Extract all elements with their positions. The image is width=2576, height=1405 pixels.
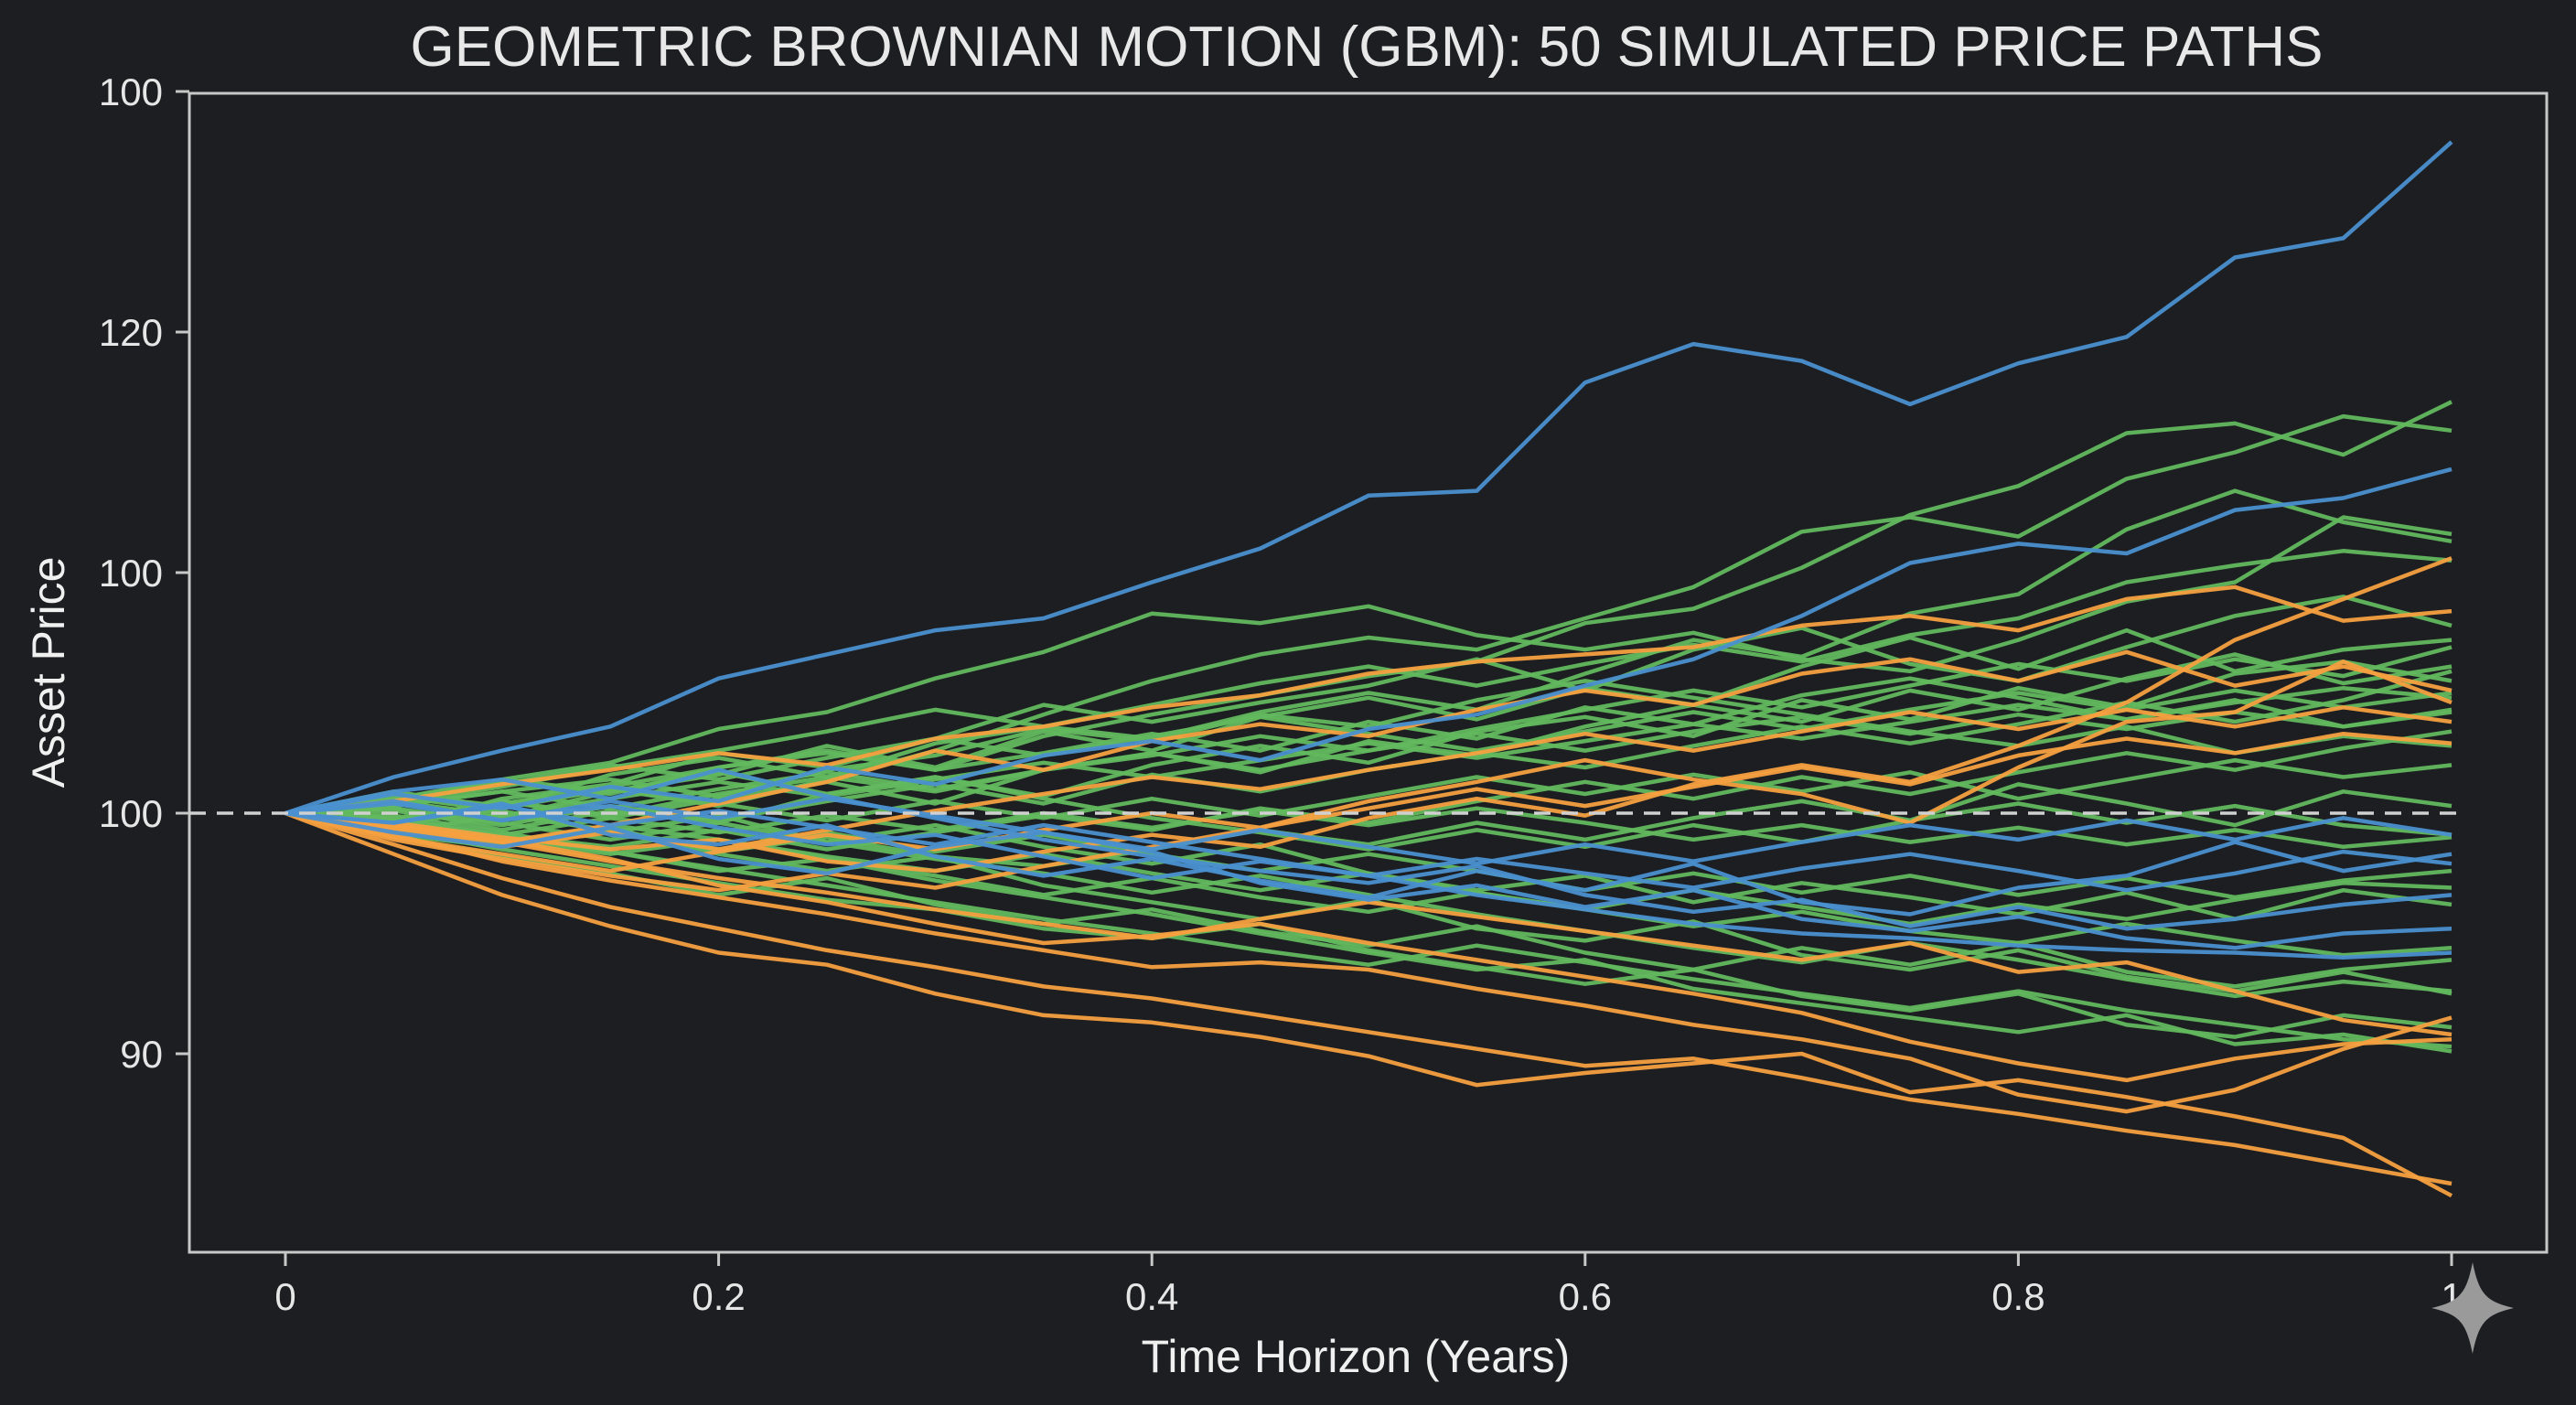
price-path-19 (284, 770, 2453, 852)
price-path-35 (284, 660, 2453, 893)
price-path-50 (284, 803, 2453, 893)
x-tick-label: 0.4 (1125, 1275, 1178, 1318)
x-axis-ticks: 0 0.2 0.4 0.6 0.8 1 (274, 1252, 2463, 1318)
y-tick-label: 90 (120, 1033, 163, 1076)
price-path-27 (284, 688, 2453, 816)
price-paths (284, 140, 2453, 1198)
y-tick-label: 100 (99, 552, 163, 595)
x-tick-label: 0.6 (1559, 1275, 1612, 1318)
x-tick-label: 0 (274, 1275, 295, 1318)
price-path-37 (284, 810, 2453, 1198)
price-path-44 (284, 467, 2453, 816)
price-path-49 (284, 796, 2453, 866)
x-axis-label: Time Horizon (Years) (1142, 1331, 1571, 1382)
price-path-46 (284, 767, 2453, 931)
price-path-43 (284, 140, 2453, 816)
price-path-47 (284, 810, 2453, 950)
x-tick-label: 0.8 (1991, 1275, 2045, 1318)
price-path-42 (284, 810, 2453, 1037)
price-path-24 (284, 810, 2453, 927)
x-tick-label: 0.2 (692, 1275, 745, 1318)
price-path-38 (284, 810, 2453, 1114)
sparkle-icon (2431, 1262, 2514, 1354)
price-path-16 (284, 676, 2453, 820)
y-tick-label: 100 (99, 792, 163, 835)
price-path-34 (284, 649, 2453, 844)
price-path-33 (284, 585, 2453, 816)
y-tick-label: 100 (99, 70, 163, 113)
chart-title: GEOMETRIC BROWNIAN MOTION (GBM): 50 SIMU… (411, 16, 2324, 79)
price-path-5 (284, 595, 2453, 831)
y-axis-ticks: 100 120 100 100 90 (99, 70, 189, 1076)
price-path-18 (284, 729, 2453, 852)
plot-frame (188, 91, 2549, 1254)
price-path-29 (284, 707, 2453, 816)
price-path-13 (284, 810, 2453, 1039)
y-tick-label: 120 (99, 311, 163, 354)
price-path-30 (284, 806, 2453, 850)
price-path-41 (284, 731, 2453, 874)
price-path-3 (284, 515, 2453, 816)
y-axis-label: Asset Price (23, 557, 74, 788)
price-path-21 (284, 806, 2453, 999)
price-path-23 (284, 549, 2453, 816)
price-path-28 (284, 810, 2453, 1049)
price-path-36 (284, 810, 2453, 1186)
